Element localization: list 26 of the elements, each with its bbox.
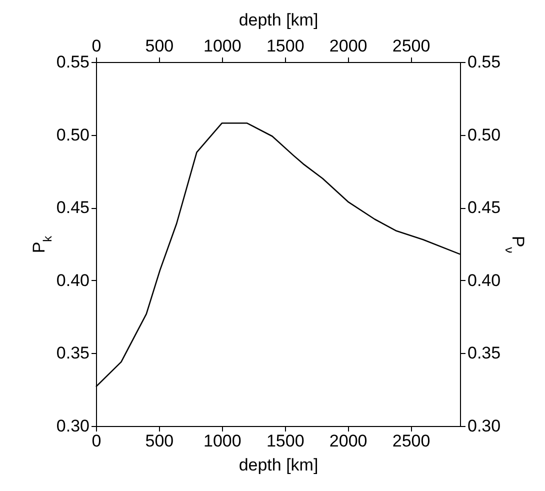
x2-tick-label: 2500 (392, 36, 430, 56)
y2-tick-label: 0.30 (468, 416, 501, 436)
x-tick-label: 1000 (203, 432, 242, 450)
x-axis-title: depth [km] (238, 456, 318, 474)
y2-tick-label: 0.50 (468, 125, 501, 144)
y-tick-label: 0.35 (56, 344, 90, 363)
y-tick-label: 0.40 (56, 270, 90, 290)
y2-tick-label: 0.55 (468, 52, 501, 72)
x-tick-label: 1500 (266, 432, 304, 450)
x2-tick-label: 1000 (203, 36, 242, 56)
x2-tick-label: 500 (145, 36, 174, 56)
x-tick-label: 2000 (329, 432, 368, 450)
y2-tick-label: 0.45 (468, 198, 501, 218)
x-tick-label: 0 (92, 432, 102, 450)
y-tick-label: 0.50 (56, 125, 90, 144)
x2-axis-title: depth [km] (238, 10, 318, 30)
x2-tick-label: 1500 (266, 36, 304, 56)
y2-tick-label: 0.35 (468, 344, 501, 363)
x2-tick-label: 0 (92, 36, 102, 56)
y2-tick-label: 0.40 (468, 270, 501, 290)
x-tick-label: 2500 (392, 432, 430, 450)
y-tick-label: 0.45 (56, 198, 90, 218)
x-tick-label: 500 (145, 432, 174, 450)
y-tick-label: 0.55 (56, 52, 90, 72)
x2-tick-label: 2000 (329, 36, 368, 56)
y-tick-label: 0.30 (56, 416, 90, 436)
